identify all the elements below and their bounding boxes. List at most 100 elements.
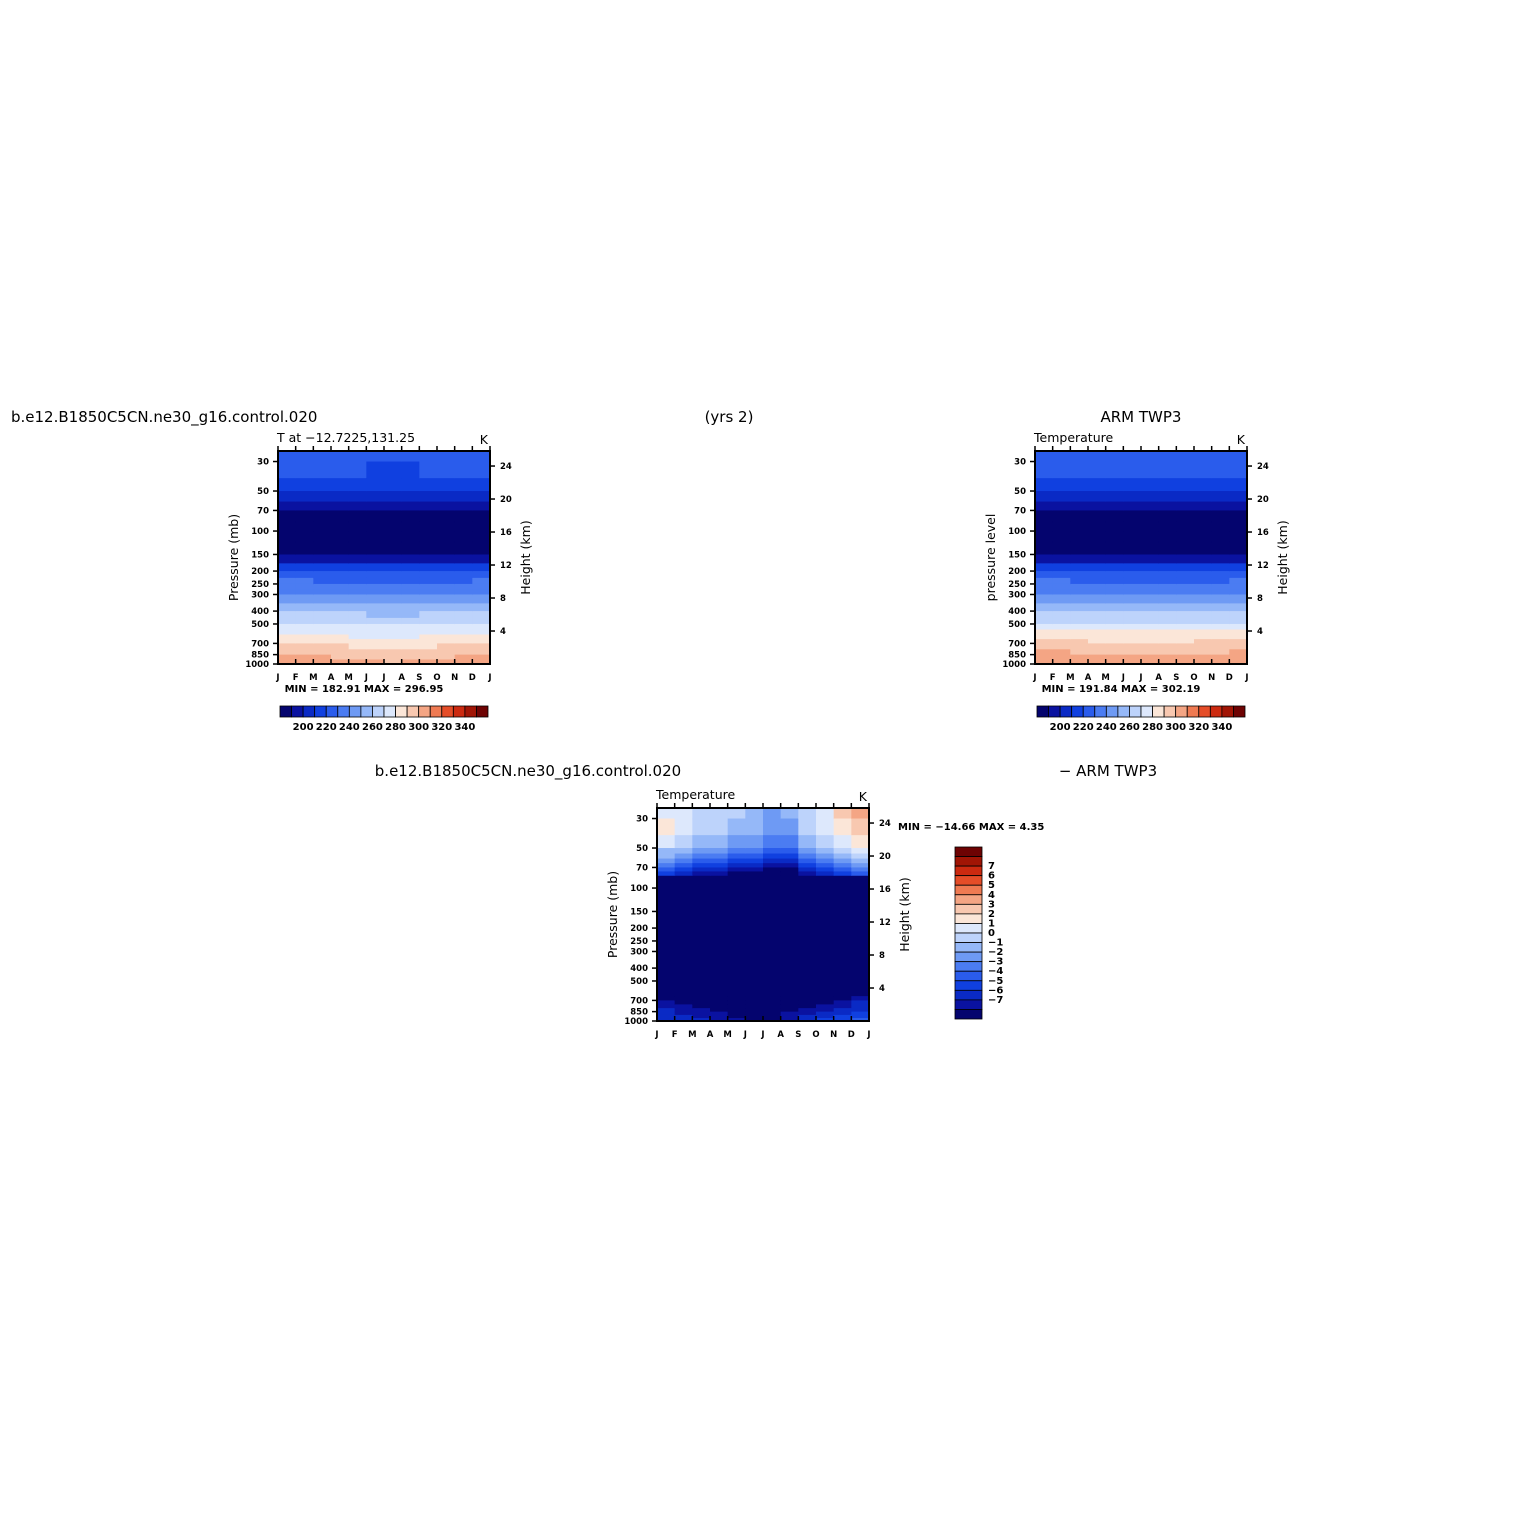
difference-field-cell xyxy=(674,871,693,876)
obs-field-cell xyxy=(1194,510,1213,523)
diff-title-right: − ARM TWP3 xyxy=(1059,762,1157,780)
obs-field-cell xyxy=(1229,478,1248,492)
model-ytick-label: 70 xyxy=(257,506,269,516)
model-field-cell xyxy=(419,634,438,640)
difference-field-cell xyxy=(816,1004,835,1009)
model-height-tick-label: 24 xyxy=(500,462,512,472)
difference-field-cell xyxy=(798,863,817,869)
model-height-tick-label: 12 xyxy=(500,561,512,571)
obs-field-cell xyxy=(1035,510,1054,523)
difference-field-cell xyxy=(763,1008,782,1013)
difference-field-cell xyxy=(710,991,729,997)
model-field-cell xyxy=(331,461,350,479)
model-field-cell xyxy=(313,571,332,579)
obs-field-cell xyxy=(1123,594,1142,604)
obs-field-cell xyxy=(1176,501,1195,512)
model-field-cell xyxy=(419,563,438,572)
difference-field-cell xyxy=(727,1018,746,1022)
obs-field-cell xyxy=(1052,634,1071,640)
difference-colorbar-box xyxy=(954,903,983,915)
model-field-cell xyxy=(366,554,385,564)
difference-field-cell xyxy=(727,808,746,820)
model-colorbar-box xyxy=(476,705,489,718)
model-ytick-label: 700 xyxy=(251,639,269,649)
difference-field-cell xyxy=(763,858,782,864)
model-field-cell xyxy=(454,501,473,512)
difference-field-cell xyxy=(657,835,676,849)
obs-field-cell xyxy=(1211,478,1230,492)
obs-field-cell xyxy=(1141,563,1160,572)
model-field-cell xyxy=(384,643,403,650)
difference-field-cell xyxy=(763,863,782,869)
obs-field-cell xyxy=(1229,451,1248,463)
difference-field-cell xyxy=(745,863,764,869)
difference-ytick-label: 100 xyxy=(630,884,648,894)
model-ytick-label: 850 xyxy=(251,651,269,661)
model-field-cell xyxy=(278,541,297,556)
obs-field-cell xyxy=(1070,589,1089,596)
obs-xtick-label: J xyxy=(1032,673,1036,683)
model-field-cell xyxy=(313,623,332,631)
model-colorbar-box xyxy=(325,705,339,718)
difference-colorbar-label: 4 xyxy=(988,890,995,901)
difference-field-cell xyxy=(798,996,817,1002)
model-field-cell xyxy=(401,541,420,556)
model-field-cell xyxy=(278,571,297,579)
obs-field-cell xyxy=(1158,491,1177,503)
obs-field-cell xyxy=(1141,571,1160,579)
difference-field-cell xyxy=(657,996,676,1002)
model-field-cell xyxy=(401,603,420,612)
difference-field-cell xyxy=(745,1004,764,1009)
obs-title: ARM TWP3 xyxy=(1101,408,1182,426)
difference-field-cell xyxy=(710,863,729,869)
obs-field-cell xyxy=(1141,639,1160,645)
model-field-cell xyxy=(295,639,314,645)
model-ytick-label: 100 xyxy=(251,527,269,537)
difference-field-cell xyxy=(798,835,817,849)
model-field-cell xyxy=(454,649,473,656)
model-field-cell xyxy=(366,659,385,665)
model-field-cell xyxy=(278,583,297,591)
obs-field-cell xyxy=(1070,478,1089,492)
obs-field-cell xyxy=(1035,451,1054,463)
obs-field-cell xyxy=(1194,617,1213,625)
model-field-cell xyxy=(278,603,297,612)
model-field-cell xyxy=(384,478,403,492)
difference-field-cell xyxy=(851,848,870,855)
difference-ytick-label: 300 xyxy=(630,947,648,957)
model-field-cell xyxy=(419,611,438,619)
obs-field-cell xyxy=(1176,491,1195,503)
obs-height-tick-label: 12 xyxy=(1257,561,1269,571)
model-field-cell xyxy=(401,639,420,645)
difference-field-cell xyxy=(763,996,782,1002)
model-field-cell xyxy=(472,623,491,631)
obs-field-cell xyxy=(1105,510,1124,523)
obs-colorbar-box xyxy=(1209,705,1223,718)
model-field-cell xyxy=(384,521,403,532)
difference-field-cell xyxy=(780,1011,799,1016)
model-field-cell xyxy=(437,571,456,579)
model-field-cell xyxy=(384,571,403,579)
difference-field-cell xyxy=(692,853,711,860)
difference-xtick-label: M xyxy=(723,1030,731,1040)
obs-field-cell xyxy=(1105,617,1124,625)
model-field-cell xyxy=(454,577,473,585)
obs-field-cell xyxy=(1070,649,1089,656)
model-colorbar-box xyxy=(429,705,443,718)
difference-field-cell xyxy=(780,835,799,849)
obs-field-cell xyxy=(1035,583,1054,591)
difference-field-cell xyxy=(763,818,782,836)
model-field-cell xyxy=(384,649,403,656)
obs-field-cell xyxy=(1105,643,1124,650)
obs-field-cell xyxy=(1088,571,1107,579)
model-field-cell xyxy=(454,563,473,572)
obs-field-cell xyxy=(1070,501,1089,512)
model-field-cell xyxy=(401,583,420,591)
model-ylabel: Pressure (mb) xyxy=(226,514,241,601)
model-field-cell xyxy=(278,521,297,532)
model-field-cell xyxy=(419,659,438,665)
difference-colorbar-box xyxy=(954,932,983,943)
obs-field-cell xyxy=(1176,603,1195,612)
model-field-cell xyxy=(401,461,420,479)
difference-field-cell xyxy=(798,867,817,873)
